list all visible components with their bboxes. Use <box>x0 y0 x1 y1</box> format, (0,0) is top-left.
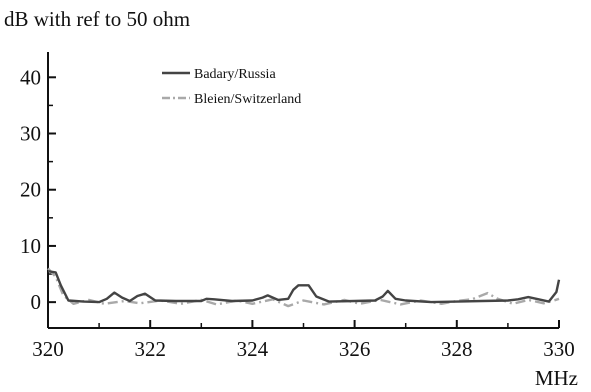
x-tick-label: 330 <box>543 337 575 361</box>
x-tick-label: 322 <box>134 337 166 361</box>
x-axis-label: MHz <box>535 366 578 390</box>
series-line-bleien-switzerland <box>47 267 560 308</box>
series-layer <box>47 267 561 308</box>
y-axis-label: dB with ref to 50 ohm <box>4 7 190 31</box>
legend-label: Bleien/Switzerland <box>194 92 301 107</box>
series-line-badary-russia <box>47 270 561 304</box>
y-tick-label: 10 <box>20 234 41 258</box>
legend: Badary/Russia Bleien/Switzerland <box>162 67 301 107</box>
x-tick-label: 326 <box>339 337 371 361</box>
y-tick-label: 30 <box>20 122 41 146</box>
y-tick-label: 40 <box>20 65 41 89</box>
y-tick-label: 20 <box>20 178 41 202</box>
x-tick-label: 324 <box>237 337 269 361</box>
axes: 0 10 20 30 40 320 322 324 326 328 330 <box>20 52 575 361</box>
x-tick-label: 328 <box>441 337 473 361</box>
legend-label: Badary/Russia <box>194 67 276 82</box>
y-tick-label: 0 <box>31 290 42 314</box>
x-tick-label: 320 <box>32 337 64 361</box>
